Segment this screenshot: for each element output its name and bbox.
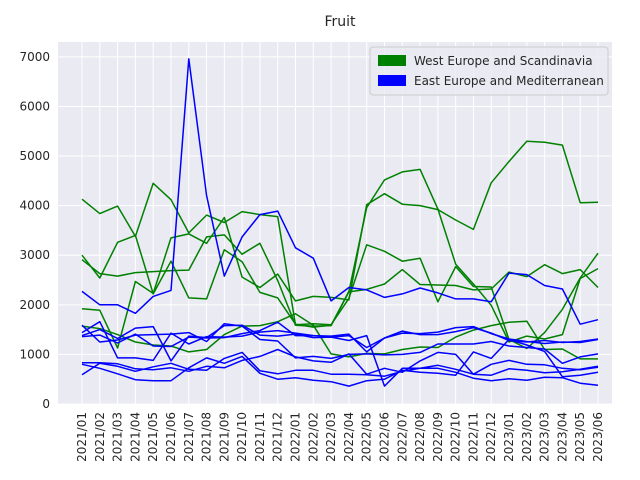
x-tick-label: 2022/01 [289,412,303,462]
x-tick-label: 2022/08 [413,412,427,462]
y-axis: 0 1000 2000 3000 4000 5000 6000 7000 [19,50,50,411]
legend-box [369,46,609,96]
grid-lines [58,42,612,405]
plot-area [58,42,612,404]
x-tick-label: 2021/05 [146,412,160,462]
x-tick-label: 2022/10 [449,412,463,462]
x-tick-label: 2021/10 [235,412,249,462]
legend: West Europe and Scandinavia East Europe a… [369,46,609,96]
x-tick-label: 2021/04 [128,412,142,462]
x-tick-label: 2023/02 [520,412,534,462]
x-tick-label: 2022/06 [377,412,391,462]
series-line-east-11 [81,324,599,387]
x-tick-label: 2022/04 [342,412,356,462]
y-tick-label: 2000 [19,298,50,312]
x-tick-label: 2022/05 [360,412,374,462]
x-tick-label: 2021/07 [182,412,196,462]
x-tick-label: 2023/06 [591,412,605,462]
y-tick-label: 1000 [19,347,50,361]
series-line-east-10 [81,351,599,386]
x-tick-label: 2023/05 [573,412,587,462]
series-lines [81,58,599,387]
x-tick-label: 2022/11 [466,412,480,462]
legend-swatch [378,55,406,66]
series-line-east-9 [81,338,599,387]
x-tick-label: 2022/02 [306,412,320,462]
series-line-east-12 [82,348,599,375]
x-tick-label: 2022/07 [395,412,409,462]
series-line-east-8 [81,320,599,362]
x-tick-label: 2021/11 [253,412,267,462]
y-tick-label: 0 [42,397,50,411]
x-tick-label: 2023/04 [555,412,569,462]
y-tick-label: 3000 [19,248,50,262]
legend-label: West Europe and Scandinavia [414,54,593,68]
x-tick-label: 2023/03 [538,412,552,462]
x-tick-label: 2022/09 [431,412,445,462]
x-tick-label: 2021/08 [200,412,214,462]
x-tick-label: 2021/12 [271,412,285,462]
x-tick-label: 2023/01 [502,412,516,462]
legend-label: East Europe and Mediterranean [414,74,604,88]
x-tick-label: 2022/12 [484,412,498,462]
y-tick-label: 4000 [19,199,50,213]
y-tick-label: 7000 [19,50,50,64]
x-tick-label: 2021/06 [164,412,178,462]
y-tick-label: 6000 [19,99,50,113]
series-line-east-7 [81,322,599,365]
x-tick-label: 2021/03 [111,412,125,462]
legend-swatch [378,75,406,86]
x-axis: 2021/01 2021/02 2021/03 2021/04 2021/05 2021/… [75,412,605,462]
chart-title: Fruit [324,14,356,30]
series-line-west-3 [81,140,599,349]
x-tick-label: 2021/02 [93,412,107,462]
x-tick-label: 2022/03 [324,412,338,462]
series-line-east-5 [81,58,599,325]
y-tick-label: 5000 [19,149,50,163]
x-tick-label: 2021/01 [75,412,89,462]
x-tick-label: 2021/09 [217,412,231,462]
